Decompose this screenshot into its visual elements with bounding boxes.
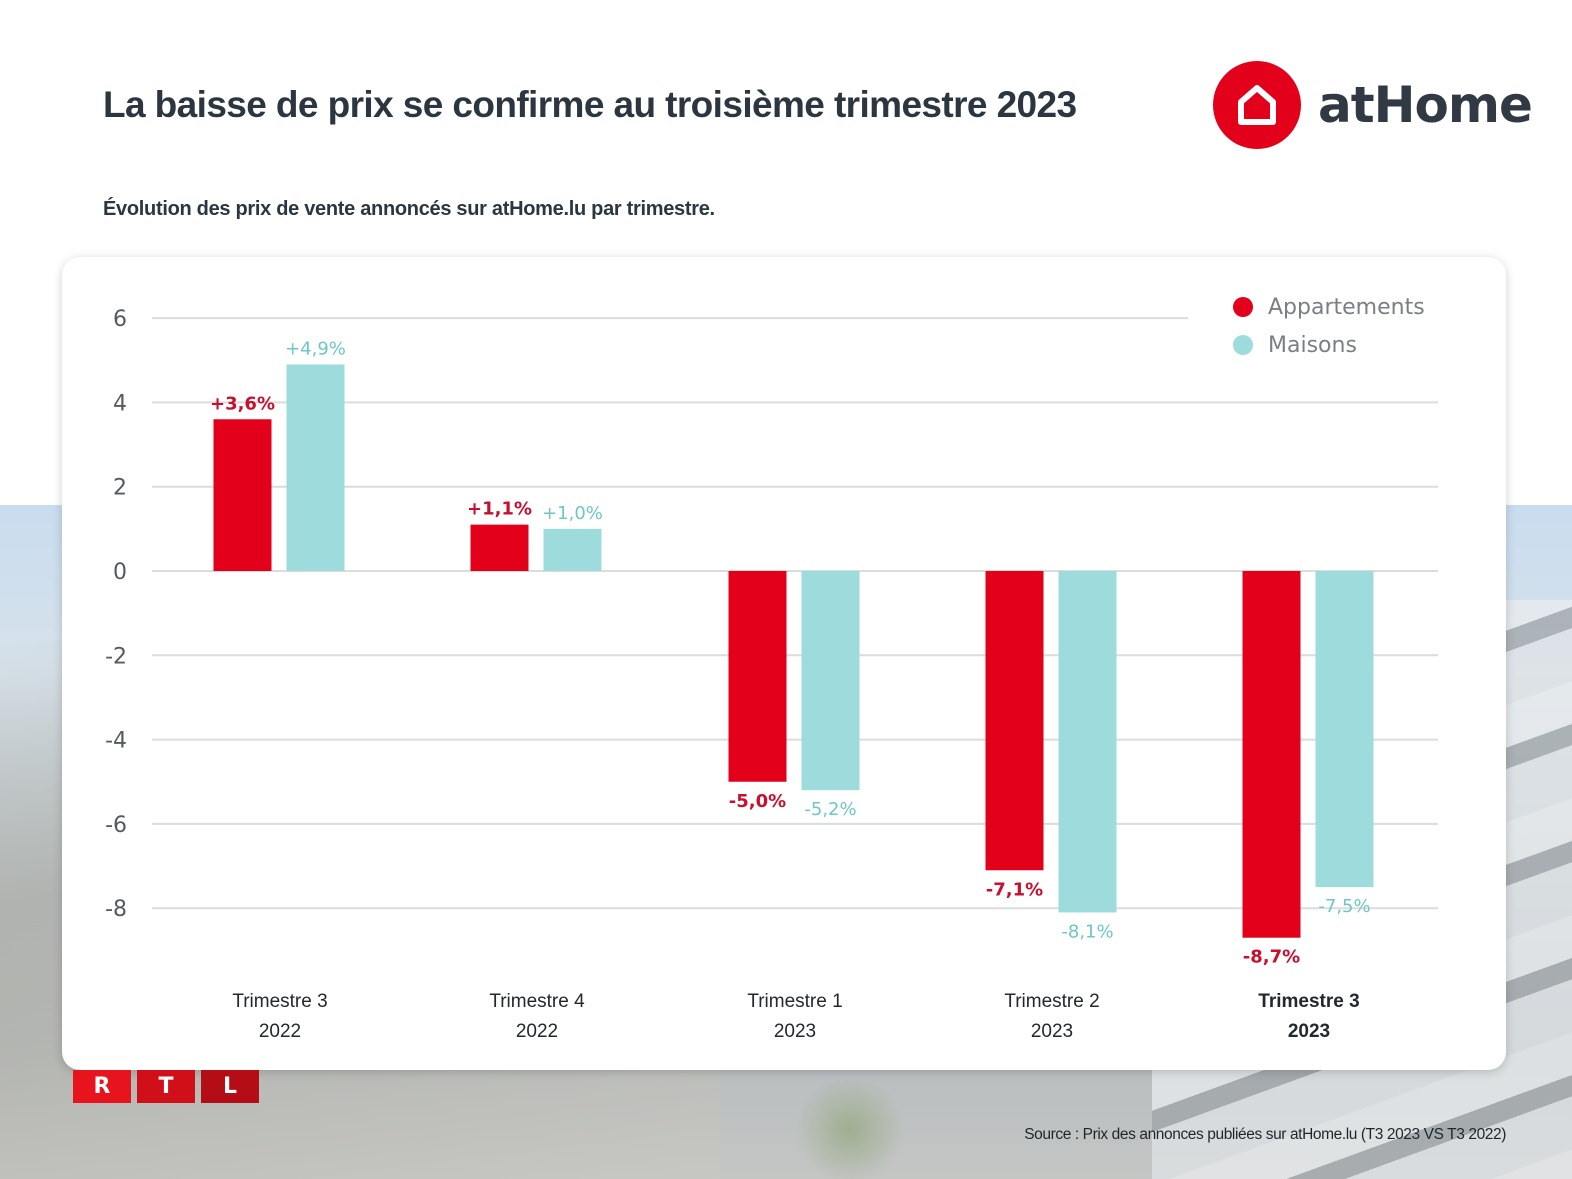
y-tick-label: -8 [105,897,127,922]
x-tick-label: Trimestre 4 [489,991,585,1012]
y-tick-label: -2 [105,644,127,669]
data-label: +1,1% [467,499,532,520]
bar-maisons [1315,571,1374,888]
source-note: Source : Prix des annonces publiées sur … [1024,1126,1506,1143]
gridlines [152,317,1438,910]
data-label: +3,6% [210,393,275,414]
rtl-letter-l: L [201,1070,259,1103]
bar-maisons [801,571,860,791]
bar-appartements [470,524,529,571]
bar-maisons [1058,571,1117,913]
legend: Appartements Maisons [1233,288,1425,364]
data-label: -8,7% [1243,947,1300,968]
data-label: -7,5% [1318,896,1370,917]
legend-item-appartements[interactable]: Appartements [1233,288,1425,326]
data-labels: +3,6% +1,1% -5,0% -7,1% -8,7% +4,9% +1,0% -5,2%… [210,338,1371,967]
x-tick-label: 2023 [1288,1021,1330,1042]
background-tree [790,1080,910,1179]
legend-item-maisons[interactable]: Maisons [1233,326,1425,364]
bars [213,364,1374,938]
y-tick-label: 6 [113,307,127,332]
bar-appartements [1242,571,1301,938]
data-label: -7,1% [986,879,1043,900]
athome-logo: atHome [1213,61,1533,149]
x-tick-label: 2022 [516,1021,558,1042]
x-tick-label: Trimestre 2 [1004,991,1099,1012]
data-label: +1,0% [542,503,603,524]
page-title: La baisse de prix se confirme au troisiè… [103,84,1077,125]
rtl-letter-r: R [73,1070,131,1103]
x-tick-label: Trimestre 1 [747,991,842,1012]
x-tick-label: 2023 [1031,1021,1073,1042]
rtl-letter-t: T [137,1070,195,1103]
bar-appartements [728,571,787,782]
x-tick-label: Trimestre 3 [1258,991,1359,1012]
logo-text: atHome [1318,76,1533,134]
data-label: -8,1% [1061,921,1113,942]
y-axis-ticks: 6 4 2 0 -2 -4 -6 -8 [105,307,127,922]
y-tick-label: -6 [105,813,127,838]
bar-appartements [985,571,1044,871]
y-tick-label: -4 [105,729,127,754]
data-label: +4,9% [285,338,346,359]
rtl-logo: R T L [73,1070,265,1103]
y-tick-label: 0 [113,560,127,585]
logo-badge [1213,61,1301,149]
x-tick-label: 2023 [774,1021,816,1042]
chart-subtitle: Évolution des prix de vente annoncés sur… [103,198,715,220]
y-tick-label: 2 [113,476,127,501]
bar-maisons [286,364,345,571]
legend-label: Maisons [1268,332,1357,358]
data-label: -5,0% [729,791,786,812]
house-icon [1238,85,1276,125]
x-tick-label: 2022 [259,1021,301,1042]
legend-dot-maisons [1233,335,1253,355]
data-label: -5,2% [804,799,856,820]
legend-dot-appartements [1233,297,1253,317]
x-tick-label: Trimestre 3 [232,991,327,1012]
x-axis-ticks: Trimestre 3 2022 Trimestre 4 2022 Trimestre … [232,991,1359,1042]
y-tick-label: 4 [113,391,127,416]
bar-appartements [213,419,272,571]
bar-maisons [543,528,602,571]
legend-label: Appartements [1268,294,1425,320]
